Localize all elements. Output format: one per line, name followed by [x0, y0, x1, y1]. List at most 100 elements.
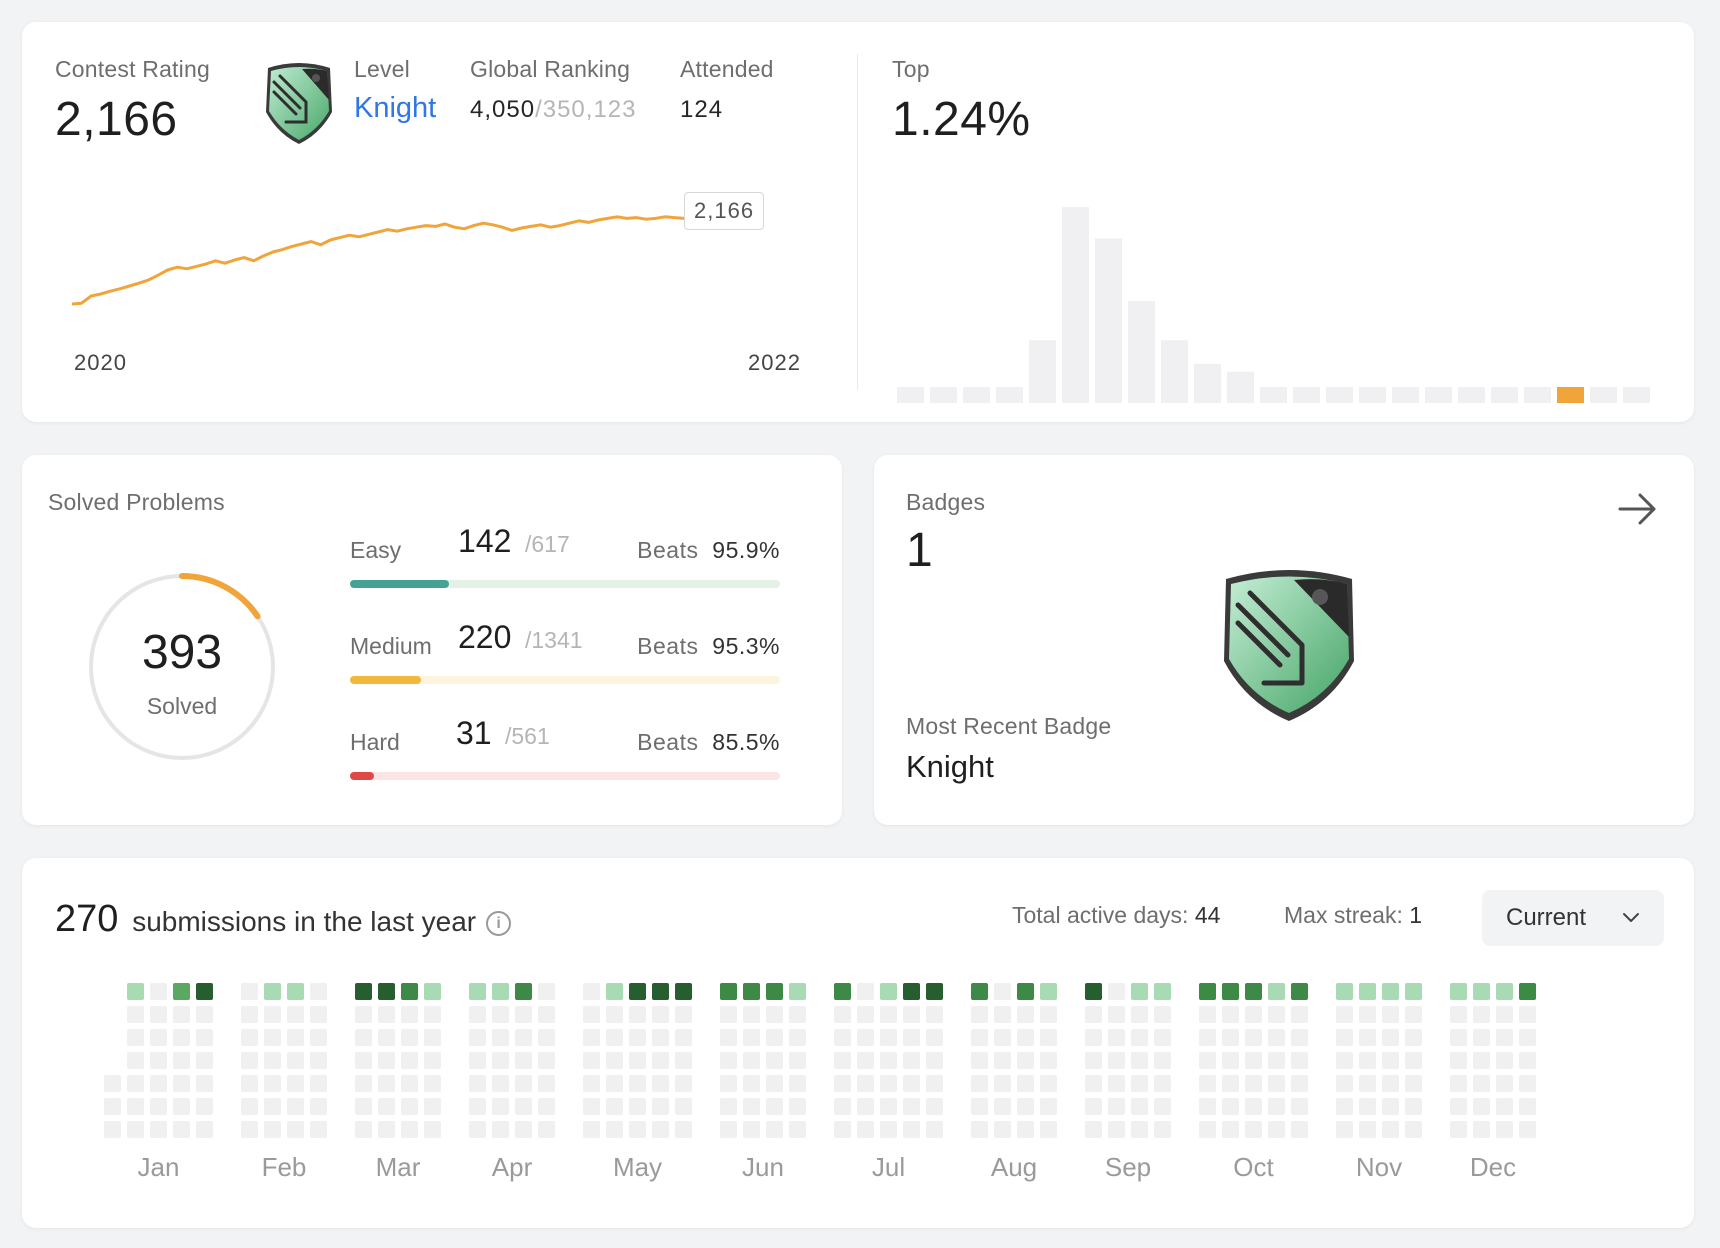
heatmap-day-cell[interactable]	[1382, 1006, 1399, 1023]
heatmap-day-cell[interactable]	[857, 1075, 874, 1092]
heatmap-day-cell[interactable]	[583, 1052, 600, 1069]
heatmap-day-cell[interactable]	[766, 1052, 783, 1069]
heatmap-day-cell[interactable]	[1496, 1121, 1513, 1138]
heatmap-day-cell[interactable]	[834, 1075, 851, 1092]
heatmap-day-cell[interactable]	[150, 1075, 167, 1092]
heatmap-day-cell[interactable]	[264, 1075, 281, 1092]
heatmap-day-cell[interactable]	[173, 1098, 190, 1115]
heatmap-day-cell[interactable]	[971, 1052, 988, 1069]
heatmap-day-cell[interactable]	[857, 1029, 874, 1046]
heatmap-day-cell[interactable]	[1131, 1006, 1148, 1023]
heatmap-day-cell[interactable]	[1245, 1121, 1262, 1138]
heatmap-day-cell[interactable]	[1085, 1075, 1102, 1092]
heatmap-day-cell[interactable]	[1496, 1075, 1513, 1092]
heatmap-day-cell[interactable]	[104, 1075, 121, 1092]
heatmap-day-cell[interactable]	[1405, 1075, 1422, 1092]
heatmap-day-cell[interactable]	[1382, 1121, 1399, 1138]
heatmap-day-cell[interactable]	[629, 1006, 646, 1023]
heatmap-day-cell[interactable]	[789, 1075, 806, 1092]
heatmap-day-cell[interactable]	[743, 1029, 760, 1046]
heatmap-day-cell[interactable]	[1154, 1098, 1171, 1115]
heatmap-day-cell[interactable]	[1291, 1075, 1308, 1092]
heatmap-day-cell[interactable]	[196, 1052, 213, 1069]
heatmap-day-cell[interactable]	[378, 1098, 395, 1115]
heatmap-day-cell[interactable]	[1154, 1052, 1171, 1069]
heatmap-day-cell[interactable]	[903, 1006, 920, 1023]
heatmap-day-cell[interactable]	[287, 1098, 304, 1115]
heatmap-day-cell[interactable]	[1336, 983, 1353, 1000]
heatmap-day-cell[interactable]	[1519, 1006, 1536, 1023]
heatmap-day-cell[interactable]	[766, 983, 783, 1000]
heatmap-day-cell[interactable]	[1473, 1006, 1490, 1023]
heatmap-day-cell[interactable]	[1496, 1006, 1513, 1023]
heatmap-day-cell[interactable]	[903, 1098, 920, 1115]
heatmap-day-cell[interactable]	[606, 1098, 623, 1115]
heatmap-day-cell[interactable]	[1040, 1121, 1057, 1138]
heatmap-day-cell[interactable]	[971, 1029, 988, 1046]
heatmap-day-cell[interactable]	[538, 1075, 555, 1092]
heatmap-day-cell[interactable]	[629, 1075, 646, 1092]
heatmap-day-cell[interactable]	[538, 1121, 555, 1138]
histogram-bar[interactable]	[1524, 387, 1551, 403]
heatmap-day-cell[interactable]	[880, 1052, 897, 1069]
heatmap-day-cell[interactable]	[173, 1029, 190, 1046]
heatmap-day-cell[interactable]	[469, 1121, 486, 1138]
heatmap-day-cell[interactable]	[1405, 1029, 1422, 1046]
heatmap-day-cell[interactable]	[1108, 1052, 1125, 1069]
heatmap-day-cell[interactable]	[310, 1075, 327, 1092]
heatmap-day-cell[interactable]	[1359, 1075, 1376, 1092]
heatmap-day-cell[interactable]	[1268, 1006, 1285, 1023]
heatmap-day-cell[interactable]	[720, 1029, 737, 1046]
heatmap-day-cell[interactable]	[606, 1121, 623, 1138]
heatmap-day-cell[interactable]	[1496, 1052, 1513, 1069]
heatmap-day-cell[interactable]	[515, 1052, 532, 1069]
heatmap-day-cell[interactable]	[241, 1098, 258, 1115]
heatmap-day-cell[interactable]	[743, 1075, 760, 1092]
heatmap-day-cell[interactable]	[1359, 1098, 1376, 1115]
heatmap-day-cell[interactable]	[1405, 983, 1422, 1000]
heatmap-day-cell[interactable]	[401, 1052, 418, 1069]
heatmap-day-cell[interactable]	[994, 1029, 1011, 1046]
difficulty-row-hard[interactable]: Hard 31 /561 Beats 85.5%	[350, 701, 780, 780]
heatmap-day-cell[interactable]	[766, 1121, 783, 1138]
histogram-bar[interactable]	[1359, 387, 1386, 403]
submission-calendar-heatmap[interactable]: Jan Feb Mar Apr May Jun Jul Aug Sep Oct Nov Dec	[22, 858, 1694, 1228]
heatmap-day-cell[interactable]	[971, 1121, 988, 1138]
heatmap-day-cell[interactable]	[880, 1121, 897, 1138]
heatmap-day-cell[interactable]	[173, 983, 190, 1000]
heatmap-day-cell[interactable]	[1245, 1029, 1262, 1046]
heatmap-day-cell[interactable]	[150, 983, 167, 1000]
heatmap-day-cell[interactable]	[538, 1006, 555, 1023]
heatmap-day-cell[interactable]	[834, 1052, 851, 1069]
heatmap-day-cell[interactable]	[1017, 1006, 1034, 1023]
heatmap-day-cell[interactable]	[606, 983, 623, 1000]
heatmap-day-cell[interactable]	[1199, 1075, 1216, 1092]
heatmap-day-cell[interactable]	[1405, 1052, 1422, 1069]
heatmap-day-cell[interactable]	[150, 1052, 167, 1069]
heatmap-day-cell[interactable]	[287, 1121, 304, 1138]
heatmap-day-cell[interactable]	[1519, 1029, 1536, 1046]
heatmap-day-cell[interactable]	[583, 1098, 600, 1115]
heatmap-day-cell[interactable]	[743, 1006, 760, 1023]
heatmap-day-cell[interactable]	[1040, 1052, 1057, 1069]
heatmap-day-cell[interactable]	[1199, 1029, 1216, 1046]
heatmap-day-cell[interactable]	[469, 1098, 486, 1115]
heatmap-day-cell[interactable]	[1473, 1075, 1490, 1092]
heatmap-day-cell[interactable]	[401, 1075, 418, 1092]
heatmap-day-cell[interactable]	[743, 983, 760, 1000]
difficulty-row-medium[interactable]: Medium 220 /1341 Beats 95.3%	[350, 605, 780, 684]
heatmap-day-cell[interactable]	[1450, 1075, 1467, 1092]
heatmap-day-cell[interactable]	[834, 1098, 851, 1115]
heatmap-day-cell[interactable]	[1245, 983, 1262, 1000]
heatmap-day-cell[interactable]	[492, 983, 509, 1000]
heatmap-day-cell[interactable]	[789, 1006, 806, 1023]
heatmap-day-cell[interactable]	[629, 1029, 646, 1046]
heatmap-day-cell[interactable]	[1154, 1006, 1171, 1023]
histogram-bar[interactable]	[1062, 207, 1089, 403]
heatmap-day-cell[interactable]	[606, 1075, 623, 1092]
histogram-bar[interactable]	[1029, 340, 1056, 403]
heatmap-day-cell[interactable]	[1108, 1098, 1125, 1115]
heatmap-day-cell[interactable]	[1496, 1098, 1513, 1115]
histogram-bar[interactable]	[963, 387, 990, 403]
heatmap-day-cell[interactable]	[743, 1098, 760, 1115]
